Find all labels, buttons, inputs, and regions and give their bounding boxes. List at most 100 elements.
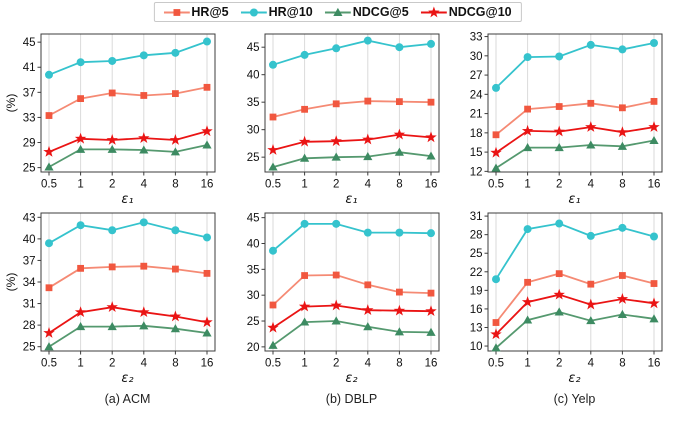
svg-text:45: 45 <box>247 42 260 54</box>
legend-label: HR@5 <box>191 5 229 19</box>
svg-text:4: 4 <box>588 179 595 191</box>
series-NDCG@10 <box>490 288 660 340</box>
svg-text:0.5: 0.5 <box>488 358 504 370</box>
svg-text:8: 8 <box>619 179 625 191</box>
svg-text:31: 31 <box>470 211 483 223</box>
svg-text:1: 1 <box>77 358 83 370</box>
series-HR@5 <box>492 97 658 139</box>
svg-text:30: 30 <box>247 290 260 302</box>
svg-text:40: 40 <box>247 70 260 82</box>
svg-text:35: 35 <box>247 97 260 109</box>
subplot-caption: (c) Yelp <box>553 392 596 406</box>
svg-text:1: 1 <box>301 358 307 370</box>
chart-cell-dblp-eps2: 20 25 30 35 40 45 0.5 1 2 4 8 16 ε₂ (b) DBLP <box>227 206 450 406</box>
svg-text:16: 16 <box>648 179 661 191</box>
series-NDCG@5 <box>44 321 212 351</box>
series-NDCG@5 <box>491 307 659 352</box>
svg-text:13: 13 <box>470 322 483 334</box>
legend-item-ndcg10: NDCG@10 <box>420 5 512 19</box>
svg-text:2: 2 <box>556 179 562 191</box>
series-NDCG@10 <box>267 299 437 333</box>
svg-text:0.5: 0.5 <box>488 179 504 191</box>
series-NDCG@10 <box>43 301 213 338</box>
svg-text:45: 45 <box>247 213 260 225</box>
svg-text:1: 1 <box>301 179 307 191</box>
subplot-caption: (a) ACM <box>104 392 151 406</box>
svg-text:4: 4 <box>365 358 372 370</box>
chart-cell-acm-eps1: 25 29 33 37 41 45 0.5 1 2 4 8 16 (%) ε₁ <box>2 27 227 206</box>
series-NDCG@5 <box>491 135 659 172</box>
series-HR@5 <box>269 271 435 309</box>
chart-canvas-dblp-eps2: 20 25 30 35 40 45 0.5 1 2 4 8 16 <box>247 212 440 370</box>
svg-text:8: 8 <box>396 179 402 191</box>
svg-text:41: 41 <box>23 62 36 74</box>
series-HR@10 <box>492 38 658 92</box>
series-HR@5 <box>492 270 658 326</box>
svg-text:16: 16 <box>648 358 661 370</box>
series-HR@10 <box>45 37 211 79</box>
ndcg5-triangle-marker-icon <box>324 7 351 16</box>
svg-text:2: 2 <box>109 179 115 191</box>
svg-text:16: 16 <box>425 179 438 191</box>
svg-text:(%): (%) <box>5 94 18 113</box>
hr10-circle-marker-icon <box>240 8 267 16</box>
series-HR@5 <box>269 97 435 121</box>
legend-label: NDCG@10 <box>448 5 512 19</box>
series-HR@5 <box>45 83 211 119</box>
svg-text:25: 25 <box>23 342 36 354</box>
svg-text:37: 37 <box>23 255 36 267</box>
svg-text:37: 37 <box>23 87 36 99</box>
legend-item-ndcg5: NDCG@5 <box>324 5 409 19</box>
svg-text:43: 43 <box>23 212 36 224</box>
x-axis-label: ε₁ <box>345 192 358 207</box>
svg-text:25: 25 <box>247 152 260 164</box>
series-NDCG@5 <box>268 147 436 171</box>
svg-text:2: 2 <box>556 358 562 370</box>
svg-text:28: 28 <box>23 320 36 332</box>
series-HR@10 <box>269 219 435 255</box>
svg-text:16: 16 <box>201 358 214 370</box>
svg-text:8: 8 <box>172 179 178 191</box>
charts-grid: 25 29 33 37 41 45 0.5 1 2 4 8 16 (%) ε₁ 25 30 35 40 45 0.… <box>2 27 673 406</box>
legend-label: NDCG@5 <box>352 5 409 19</box>
legend-item-hr5: HR@5 <box>163 5 229 19</box>
svg-text:(%): (%) <box>5 273 18 292</box>
svg-text:16: 16 <box>470 304 483 316</box>
subplot-caption: (b) DBLP <box>325 392 378 406</box>
series-NDCG@10 <box>43 125 213 157</box>
legend-label: HR@10 <box>268 5 313 19</box>
svg-text:40: 40 <box>23 234 36 246</box>
x-axis-label: ε₂ <box>121 371 134 386</box>
svg-text:1: 1 <box>524 179 530 191</box>
svg-text:33: 33 <box>23 112 36 124</box>
svg-text:1: 1 <box>524 358 530 370</box>
chart-cell-yelp-eps2: 10 13 16 19 22 25 28 31 0.5 1 2 4 8 16 ε₂ (c) Yelp <box>450 206 673 406</box>
svg-text:2: 2 <box>333 358 339 370</box>
svg-text:30: 30 <box>470 51 483 63</box>
svg-text:12: 12 <box>470 166 483 178</box>
svg-text:29: 29 <box>23 138 36 150</box>
svg-text:2: 2 <box>109 358 115 370</box>
svg-text:22: 22 <box>470 267 483 279</box>
svg-text:8: 8 <box>172 358 178 370</box>
svg-text:0.5: 0.5 <box>265 179 281 191</box>
legend: HR@5 HR@10 NDCG@5 NDCG@10 <box>153 2 522 22</box>
x-axis-label: ε₂ <box>345 371 358 386</box>
svg-text:15: 15 <box>470 147 483 159</box>
x-axis-label: ε₁ <box>121 192 134 207</box>
svg-text:4: 4 <box>141 358 148 370</box>
svg-text:0.5: 0.5 <box>41 358 57 370</box>
svg-text:4: 4 <box>588 358 595 370</box>
svg-text:10: 10 <box>470 341 483 353</box>
chart-cell-dblp-eps1: 25 30 35 40 45 0.5 1 2 4 8 16 ε₁ <box>227 27 450 206</box>
chart-canvas-acm-eps2: 25 28 31 34 37 40 43 0.5 1 2 4 8 16 (%) <box>5 212 216 370</box>
svg-text:8: 8 <box>396 358 402 370</box>
svg-text:21: 21 <box>470 109 483 121</box>
svg-text:4: 4 <box>141 179 148 191</box>
svg-text:45: 45 <box>23 37 36 49</box>
hr5-square-marker-icon <box>163 8 190 16</box>
chart-canvas-yelp-eps2: 10 13 16 19 22 25 28 31 0.5 1 2 4 8 16 <box>470 211 663 370</box>
chart-canvas-dblp-eps1: 25 30 35 40 45 0.5 1 2 4 8 16 <box>247 33 440 191</box>
